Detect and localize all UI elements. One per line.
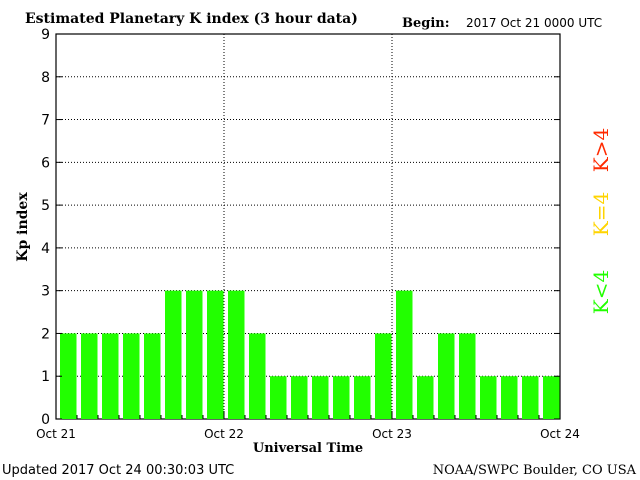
y-tick-label: 3 xyxy=(41,284,50,300)
y-tick-label: 4 xyxy=(41,241,50,257)
y-tick-label: 9 xyxy=(41,27,50,43)
kp-bar xyxy=(291,376,308,419)
kp-bar xyxy=(438,333,455,419)
y-tick-label: 2 xyxy=(41,326,50,342)
kp-bar xyxy=(501,376,518,419)
legend-k-greater-4: K>4 xyxy=(589,128,613,172)
kp-bar xyxy=(165,290,182,419)
y-tick-label: 0 xyxy=(41,412,50,428)
kp-bar xyxy=(522,376,539,419)
source-credit: NOAA/SWPC Boulder, CO USA xyxy=(433,463,637,478)
begin-label: Begin: xyxy=(402,16,450,31)
y-tick-label: 7 xyxy=(41,113,50,129)
grid-lines xyxy=(56,34,560,419)
y-tick-labels: 0 1 2 3 4 5 6 7 8 9 xyxy=(41,27,560,428)
kp-bar xyxy=(270,376,287,419)
y-tick-label: 5 xyxy=(41,198,50,214)
kp-bar xyxy=(60,333,77,419)
x-tick-label: Oct 22 xyxy=(204,427,244,441)
y-tick-label: 8 xyxy=(41,70,50,86)
kp-bar xyxy=(333,376,350,419)
kp-bar xyxy=(228,290,245,419)
bars xyxy=(60,290,560,419)
kp-bar xyxy=(480,376,497,419)
chart-title: Estimated Planetary K index (3 hour data… xyxy=(25,11,358,27)
kp-bar xyxy=(144,333,161,419)
updated-timestamp: Updated 2017 Oct 24 00:30:03 UTC xyxy=(2,463,234,478)
kp-bar xyxy=(186,290,203,419)
y-tick-label: 6 xyxy=(41,155,50,171)
x-tick-label: Oct 21 xyxy=(36,427,76,441)
legend-k-less-4: K<4 xyxy=(589,270,613,314)
kp-bar xyxy=(312,376,329,419)
kp-bar xyxy=(81,333,98,419)
kp-bar xyxy=(375,333,392,419)
kp-bar xyxy=(207,290,224,419)
kp-bar xyxy=(354,376,371,419)
kp-bar xyxy=(396,290,413,419)
kp-bar xyxy=(543,376,560,419)
legend-k-equal-4: K=4 xyxy=(589,192,613,236)
x-tick-labels: Oct 21 Oct 22 Oct 23 Oct 24 xyxy=(36,411,580,441)
kp-bar xyxy=(417,376,434,419)
kp-bar xyxy=(102,333,119,419)
x-tick-label: Oct 23 xyxy=(372,427,412,441)
x-axis-label: Universal Time xyxy=(253,441,363,456)
kp-bar xyxy=(249,333,266,419)
y-axis-label: Kp index xyxy=(15,192,31,262)
begin-value: 2017 Oct 21 0000 UTC xyxy=(466,16,602,30)
x-tick-label: Oct 24 xyxy=(540,427,580,441)
kp-bar xyxy=(459,333,476,419)
y-tick-label: 1 xyxy=(41,369,50,385)
kp-bar xyxy=(123,333,140,419)
